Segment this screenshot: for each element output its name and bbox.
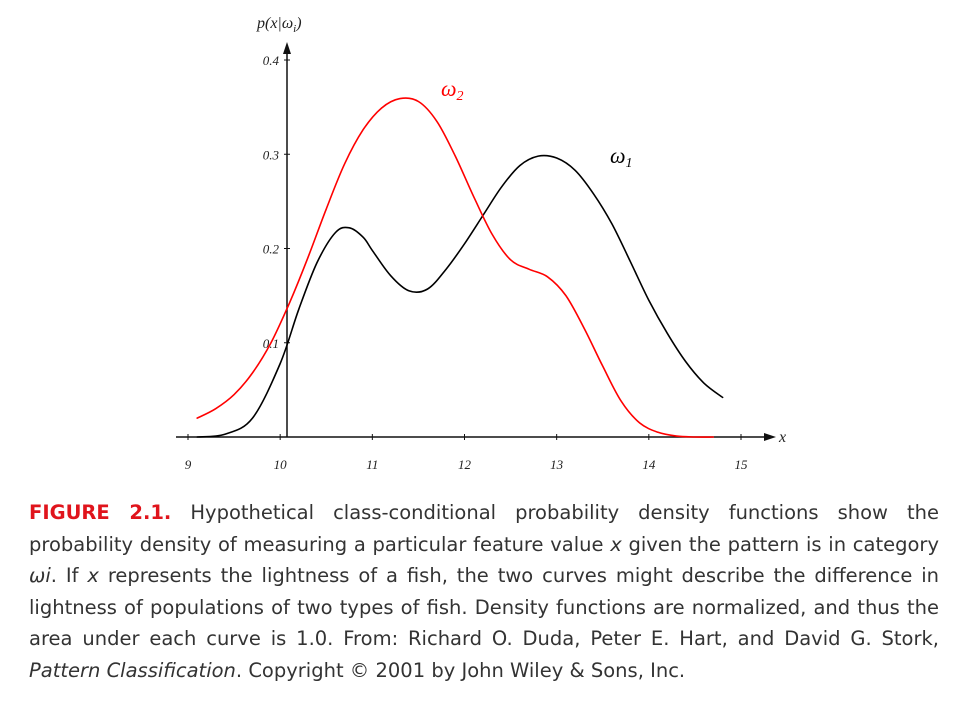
- series-label-omega1: ω1: [610, 143, 633, 171]
- caption-text-3: . If: [50, 564, 88, 587]
- x-tick-label: 11: [366, 457, 378, 472]
- x-axis-arrow: [764, 433, 776, 441]
- caption-text-2: given the pattern is in category: [621, 532, 940, 556]
- x-tick-label: 14: [642, 457, 656, 472]
- series-line-omega2: [196, 97, 715, 438]
- caption-var-x-2: x: [87, 564, 99, 587]
- y-tick-label: 0.3: [263, 147, 280, 162]
- y-tick-label: 0.1: [263, 336, 279, 351]
- figure-caption: FIGURE 2.1. Hypothetical class-condition…: [29, 497, 939, 686]
- x-tick-label: 15: [735, 457, 749, 472]
- series-line-omega1: [196, 154, 724, 438]
- caption-text-5: . Copyright © 2001 by John Wiley & Sons,…: [235, 658, 686, 682]
- caption-text-1: Hypothetical class-conditional probabili…: [29, 501, 939, 556]
- x-axis-label: x: [778, 429, 786, 446]
- y-tick-label: 0.4: [263, 53, 280, 68]
- chart-area: 9 10 11 12 13 14 15 0.1 0.2 0.3 0.4 x p(x|ωi) ω1 ω2: [176, 15, 786, 472]
- x-tick-label: 13: [550, 457, 564, 472]
- y-axis-label: p(x|ωi): [256, 15, 302, 35]
- x-tick-label: 9: [185, 457, 192, 472]
- x-tick-label: 10: [274, 457, 288, 472]
- caption-var-x-1: x: [610, 532, 622, 556]
- y-tick-label: 0.2: [263, 242, 280, 257]
- series-label-omega2: ω2: [441, 76, 464, 104]
- caption-var-omega: ωi: [29, 564, 51, 587]
- figure-label: FIGURE 2.1.: [29, 501, 172, 524]
- density-chart: 9 10 11 12 13 14 15 0.1 0.2 0.3 0.4 x p(x|ωi) ω1 ω2: [176, 15, 786, 472]
- caption-book-title: Pattern Classification: [29, 658, 236, 682]
- x-tick-label: 12: [458, 457, 472, 472]
- y-axis-arrow: [283, 42, 291, 54]
- caption-text-4: represents the lightness of a fish, the …: [29, 564, 940, 650]
